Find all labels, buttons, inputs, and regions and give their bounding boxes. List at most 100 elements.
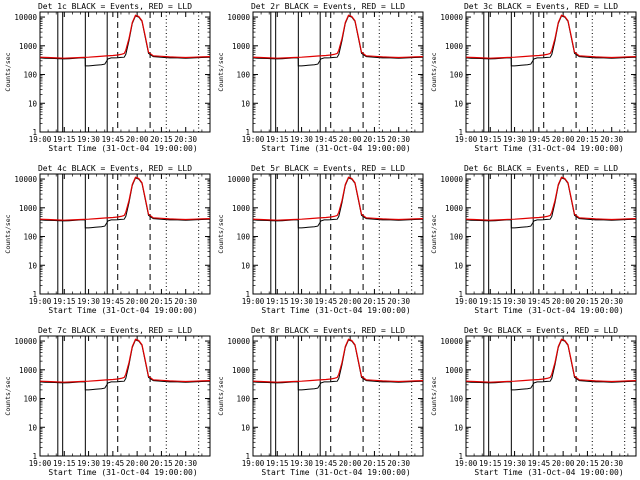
plot-frame: [39, 173, 211, 295]
y-tick-label: 100: [236, 71, 250, 80]
y-tick-label: 10000: [227, 13, 250, 22]
x-tick-label: 19:30: [503, 297, 526, 306]
x-tick-label: 19:00: [29, 297, 52, 306]
events-series-line: [252, 15, 424, 67]
x-tick-label: 19:45: [315, 459, 338, 468]
plot-panel-5: 1 10 100 1000 10000 19:00 19:15 19:30 19:45 20:00…: [217, 164, 424, 315]
lld-series-line: [465, 176, 637, 221]
plot-frame: [252, 11, 424, 133]
y-axis-label: Counts/sec: [4, 214, 12, 253]
y-tick-label: 10: [454, 423, 464, 432]
x-tick-label: 20:30: [174, 459, 197, 468]
x-tick-label: 19:45: [102, 135, 125, 144]
x-tick-label: 19:15: [479, 459, 502, 468]
y-tick-label: 10: [241, 99, 251, 108]
x-tick-label: 19:00: [455, 297, 478, 306]
x-tick-label: 19:30: [290, 459, 313, 468]
x-tick-label: 19:00: [242, 135, 265, 144]
y-axis-label: Counts/sec: [217, 52, 225, 91]
x-tick-label: 19:15: [479, 297, 502, 306]
plot-panel-1: 1 10 100 1000 10000 19:00 19:15 19:30 19:45 20:00…: [4, 2, 211, 153]
y-axis-label: Counts/sec: [217, 376, 225, 415]
x-tick-label: 20:15: [576, 297, 599, 306]
events-series-line: [39, 15, 211, 67]
y-tick-label: 1: [245, 290, 250, 299]
y-tick-label: 1000: [232, 42, 251, 51]
x-tick-label: 19:15: [53, 297, 76, 306]
y-tick-label: 10000: [14, 337, 37, 346]
x-tick-label: 20:30: [600, 297, 623, 306]
y-tick-label: 100: [23, 395, 37, 404]
x-tick-label: 19:45: [528, 459, 551, 468]
y-tick-label: 100: [449, 395, 463, 404]
x-tick-label: 20:15: [150, 459, 173, 468]
y-tick-label: 100: [23, 71, 37, 80]
y-tick-label: 100: [449, 233, 463, 242]
y-tick-label: 1000: [445, 204, 464, 213]
plot-panel-7: 1 10 100 1000 10000 19:00 19:15 19:30 19:45 20:00…: [4, 326, 211, 477]
y-tick-label: 1000: [19, 366, 38, 375]
y-tick-label: 10: [454, 261, 464, 270]
x-axis-label: Start Time (31-Oct-04 19:00:00): [474, 468, 623, 477]
y-tick-label: 10000: [14, 175, 37, 184]
x-tick-label: 20:30: [387, 297, 410, 306]
y-tick-label: 100: [23, 233, 37, 242]
y-axis-label: Counts/sec: [4, 52, 12, 91]
plot-frame: [39, 335, 211, 457]
plot-panel-6: 1 10 100 1000 10000 19:00 19:15 19:30 19:45 20:00…: [430, 164, 637, 315]
x-axis-label: Start Time (31-Oct-04 19:00:00): [48, 144, 197, 153]
lld-series-line: [39, 176, 211, 221]
y-axis-label: Counts/sec: [430, 214, 438, 253]
y-axis-label: Counts/sec: [430, 376, 438, 415]
events-series-line: [39, 339, 211, 391]
y-tick-label: 100: [236, 233, 250, 242]
lld-series-line: [252, 176, 424, 221]
y-tick-label: 1000: [19, 204, 38, 213]
x-tick-label: 20:00: [339, 297, 362, 306]
x-axis-label: Start Time (31-Oct-04 19:00:00): [261, 144, 410, 153]
x-axis-label: Start Time (31-Oct-04 19:00:00): [474, 144, 623, 153]
y-tick-label: 10: [28, 99, 38, 108]
y-tick-label: 10000: [227, 337, 250, 346]
plot-title: Det 8r BLACK = Events, RED = LLD: [251, 326, 405, 335]
plot-frame: [252, 173, 424, 295]
plot-frame: [252, 335, 424, 457]
y-axis-label: Counts/sec: [217, 214, 225, 253]
plot-title: Det 4c BLACK = Events, RED = LLD: [38, 164, 192, 173]
x-axis-label: Start Time (31-Oct-04 19:00:00): [48, 306, 197, 315]
plot-title: Det 7c BLACK = Events, RED = LLD: [38, 326, 192, 335]
y-tick-label: 10000: [440, 337, 463, 346]
x-tick-label: 20:15: [150, 297, 173, 306]
plot-panel-8: 1 10 100 1000 10000 19:00 19:15 19:30 19:45 20:00…: [217, 326, 424, 477]
x-tick-label: 20:00: [126, 459, 149, 468]
x-tick-label: 19:45: [528, 135, 551, 144]
lld-series-line: [39, 14, 211, 59]
events-series-line: [465, 177, 637, 229]
x-tick-label: 19:15: [53, 135, 76, 144]
x-tick-label: 20:00: [339, 459, 362, 468]
x-axis-label: Start Time (31-Oct-04 19:00:00): [474, 306, 623, 315]
lld-series-line: [465, 14, 637, 59]
x-tick-label: 20:30: [600, 459, 623, 468]
y-tick-label: 10: [28, 423, 38, 432]
y-tick-label: 1: [245, 452, 250, 461]
x-tick-label: 19:30: [503, 135, 526, 144]
x-tick-label: 20:15: [576, 459, 599, 468]
plot-panel-2: 1 10 100 1000 10000 19:00 19:15 19:30 19:45 20:00…: [217, 2, 424, 153]
plot-panel-4: 1 10 100 1000 10000 19:00 19:15 19:30 19:45 20:00…: [4, 164, 211, 315]
plot-panel-3: 1 10 100 1000 10000 19:00 19:15 19:30 19:45 20:00…: [430, 2, 637, 153]
x-tick-label: 19:45: [528, 297, 551, 306]
plot-title: Det 9c BLACK = Events, RED = LLD: [464, 326, 618, 335]
lld-series-line: [465, 338, 637, 383]
plot-frame: [465, 173, 637, 295]
x-tick-label: 20:00: [552, 297, 575, 306]
plot-title: Det 2r BLACK = Events, RED = LLD: [251, 2, 405, 11]
y-tick-label: 10000: [440, 13, 463, 22]
y-tick-label: 10: [241, 423, 251, 432]
x-tick-label: 19:00: [29, 459, 52, 468]
plot-title: Det 3c BLACK = Events, RED = LLD: [464, 2, 618, 11]
x-tick-label: 19:00: [455, 135, 478, 144]
x-tick-label: 20:00: [126, 135, 149, 144]
x-tick-label: 19:30: [77, 135, 100, 144]
x-tick-label: 20:30: [174, 135, 197, 144]
